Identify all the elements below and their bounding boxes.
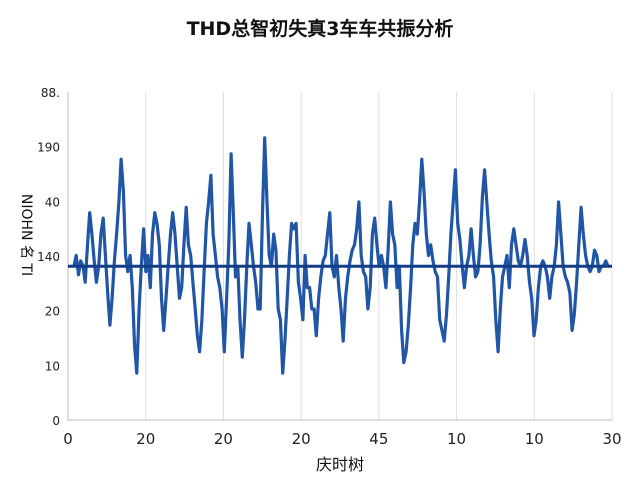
y-tick-label: 40 [45,195,60,209]
series-line [72,136,610,375]
y-tick-label: 190 [37,141,60,155]
y-axis-label: NIOHN 名 TI [18,194,34,276]
x-tick-label: 10 [525,430,544,448]
x-axis-label: 庆时树 [316,455,364,474]
y-tick-label: 88. [41,86,60,100]
chart-series [68,136,612,375]
x-tick-label: 30 [602,430,621,448]
chart-ticks: 0 20 20 20 45 10 10 30 88. 190 40 140 20 10 0 [37,86,621,448]
chart-title: THD总智初失真3车车共振分析 [186,18,454,40]
x-tick-label: 45 [369,430,388,448]
x-tick-label: 20 [292,430,311,448]
y-tick-label: 10 [45,359,60,373]
x-tick-label: 10 [447,430,466,448]
x-tick-label: 20 [214,430,233,448]
y-tick-label: 20 [45,305,60,319]
y-tick-label: 140 [37,250,60,264]
y-tick-label: 0 [52,414,60,428]
x-tick-label: 20 [136,430,155,448]
x-tick-label: 0 [63,430,73,448]
chart-axes [67,92,612,421]
